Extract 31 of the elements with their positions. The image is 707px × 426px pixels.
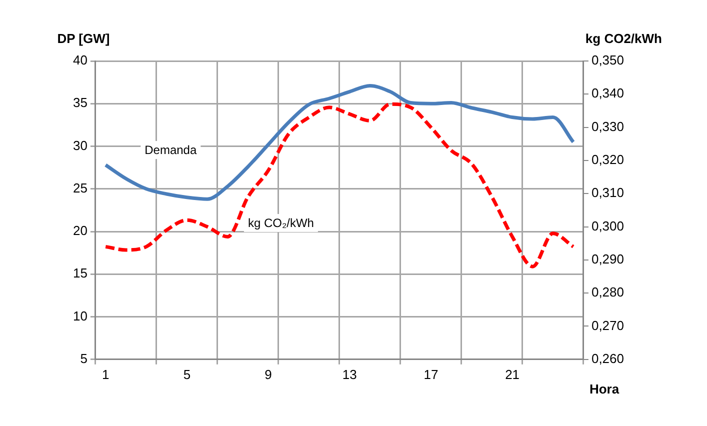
x-tick-label: 9 [264, 366, 272, 382]
y2-tick-label: 0,280 [591, 284, 624, 300]
y2-tick-label: 0,300 [591, 218, 624, 234]
y2-tick-label: 0,330 [591, 118, 624, 134]
y-axis-title: DP [GW] [57, 31, 110, 46]
y-tick-label: 5 [80, 350, 88, 366]
line-series [104, 102, 576, 268]
y2-tick-label: 0,320 [591, 152, 624, 168]
y-tick-label: 10 [72, 308, 88, 324]
y-tick-label: 35 [72, 95, 88, 110]
y-tick-label: 20 [72, 223, 88, 238]
text: Demanda [144, 143, 197, 157]
y2-tick-label: 0,290 [591, 252, 624, 267]
x-tick-label: 21 [505, 366, 520, 382]
y2-tick-label: 0,260 [591, 350, 624, 366]
series-label: kg CO₂/kWh [248, 216, 314, 230]
y2-tick-label: 0,350 [591, 52, 624, 68]
x-axis-title: Hora [589, 381, 620, 396]
y-tick-label: 25 [72, 180, 88, 196]
x-tick-label: 17 [424, 366, 438, 382]
line-series [104, 84, 576, 201]
x-tick-label: 13 [342, 366, 357, 382]
y2-tick-label: 0,270 [591, 318, 624, 333]
y2-tick-label: 0,310 [591, 185, 624, 200]
y2-axis-title: kg CO2/kWh [585, 31, 662, 46]
x-tick-label: 5 [183, 366, 191, 382]
y2-tick-label: 0,340 [591, 86, 624, 101]
x-tick-label: 1 [102, 366, 110, 382]
y-tick-label: 40 [72, 52, 88, 68]
y-tick-label: 15 [72, 266, 88, 281]
y-tick-label: 30 [72, 138, 88, 153]
